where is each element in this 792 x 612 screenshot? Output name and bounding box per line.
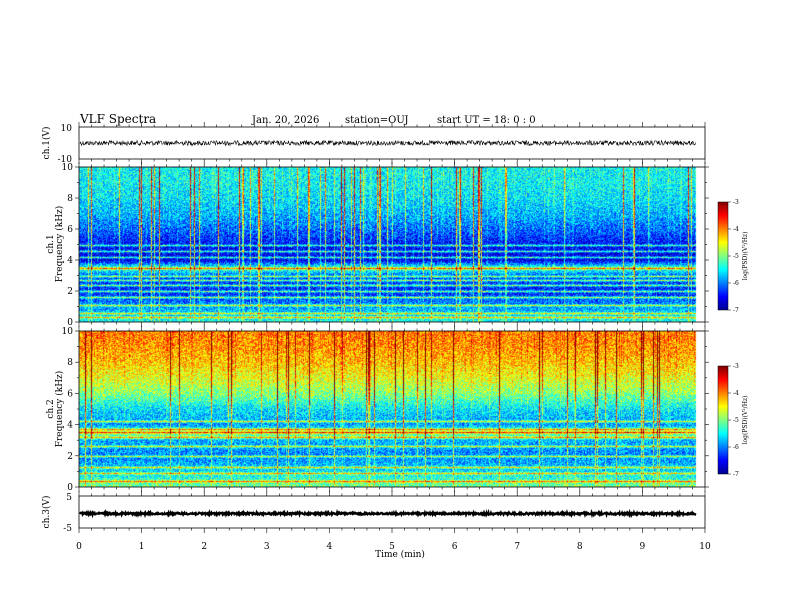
time-tick-label: 5 [389,542,395,552]
ch3-waveform-trace [78,508,697,519]
colorbar-tick-label: -3 [733,363,739,370]
freq-tick-label: 4 [67,256,73,266]
time-tick-label: 8 [577,542,583,552]
ch1-colorbar-scale [717,201,729,311]
time-tick-label: 10 [699,542,711,552]
ch2-frequency-label: Frequency (kHz) [54,371,65,448]
ch1-colorbar: -3 -4 -5 -6 -7 log(PSD)(V²/Hz) [717,199,749,314]
freq-tick-label: 4 [67,421,73,431]
freq-tick-label: 10 [62,327,74,337]
colorbar-tick-label: -6 [733,280,739,287]
ch2-colorbar-label: log(PSD)(V²/Hz) [742,396,749,445]
freq-tick-label: 2 [67,287,73,297]
colorbar-tick-label: -4 [733,390,739,397]
ch2-colorbar: -3 -4 -5 -6 -7 log(PSD)(V²/Hz) [717,363,749,478]
ch1-ytick-top: 10 [61,124,73,134]
figure-title: VLF Spectra [79,112,156,126]
ch1-spectrogram-panel: 0 2 4 6 8 10 ch.1 Frequency (kHz) [46,162,709,328]
time-tick-label: 4 [327,542,333,552]
date-label: Jan. 20, 2026 [251,115,319,126]
freq-tick-label: 8 [67,194,73,204]
ch3-waveform-xticks [78,491,706,533]
ch1-spectrogram-image [79,167,705,322]
freq-tick-label: 0 [67,483,73,493]
station-label: station=OUJ [345,115,409,126]
colorbar-tick-label: -7 [733,471,739,478]
freq-tick-label: 8 [67,358,73,368]
time-tick-label: 1 [139,542,145,552]
colorbar-tick-label: -6 [733,444,739,451]
ch2-spectrogram-yticks: 0 2 4 6 8 10 [62,327,709,493]
time-tick-label: 7 [514,542,520,552]
ch1-waveform-panel: 10 -10 ch.1(V) [41,122,706,165]
colorbar-tick-label: -7 [733,307,739,314]
ch3-ytick-top: 5 [66,493,72,503]
ch2-spectrogram-image [79,331,705,487]
time-tick-label: 9 [640,542,646,552]
freq-tick-label: 0 [67,318,73,328]
time-tick-label: 3 [264,542,270,552]
ch3-waveform-panel: 5 -5 ch.3(V) 0 1 2 3 4 5 6 7 8 9 10 Time (min) [41,491,711,560]
ch1-frequency-label: Frequency (kHz) [54,206,65,283]
ch3-waveform-ylabel: ch.3(V) [41,496,52,529]
colorbar-tick-label: -5 [733,253,739,260]
colorbar-tick-label: -5 [733,417,739,424]
freq-tick-label: 2 [67,452,73,462]
freq-tick-label: 6 [67,225,73,235]
colorbar-tick-label: -3 [733,199,739,206]
ch1-colorbar-label: log(PSD)(V²/Hz) [742,232,749,281]
ch2-channel-label: ch.2 [46,399,56,418]
time-tick-label: 0 [76,542,82,552]
freq-tick-label: 10 [62,163,74,173]
ch1-channel-label: ch.1 [46,234,56,253]
freq-tick-label: 6 [67,389,73,399]
time-axis-label: Time (min) [375,549,425,560]
time-axis-tick-labels: 0 1 2 3 4 5 6 7 8 9 10 [76,542,711,552]
colorbar-tick-label: -4 [733,226,739,233]
ch1-waveform-trace [79,139,696,147]
ch3-ytick-bottom: -5 [63,524,72,534]
time-tick-label: 6 [452,542,458,552]
ch1-waveform-ylabel: ch.1(V) [41,127,52,160]
ch1-spectrogram-yticks: 0 2 4 6 8 10 [62,163,709,328]
time-tick-label: 2 [201,542,207,552]
ch2-spectrogram-panel: 0 2 4 6 8 10 ch.2 Frequency (kHz) [46,326,709,493]
start-time-label: start UT = 18: 0 : 0 [437,115,536,126]
ch1-ytick-bottom: -10 [58,155,73,165]
ch1-waveform-ticks [78,122,706,164]
ch2-colorbar-scale [717,365,729,475]
